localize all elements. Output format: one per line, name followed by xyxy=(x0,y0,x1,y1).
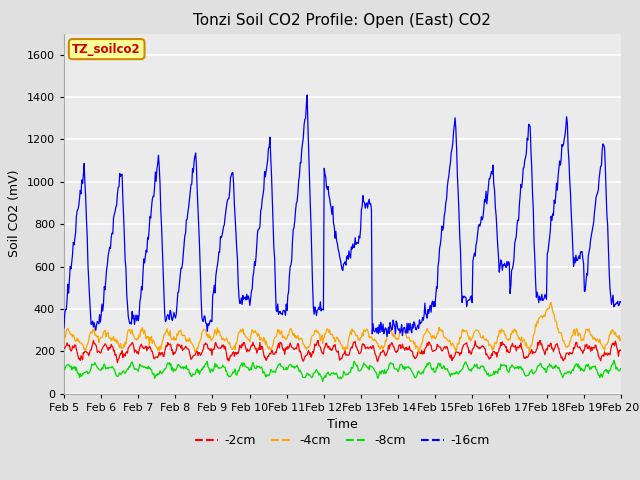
Legend: -2cm, -4cm, -8cm, -16cm: -2cm, -4cm, -8cm, -16cm xyxy=(191,429,494,452)
Text: TZ_soilco2: TZ_soilco2 xyxy=(72,43,141,56)
X-axis label: Time: Time xyxy=(327,418,358,431)
Y-axis label: Soil CO2 (mV): Soil CO2 (mV) xyxy=(8,170,21,257)
Title: Tonzi Soil CO2 Profile: Open (East) CO2: Tonzi Soil CO2 Profile: Open (East) CO2 xyxy=(193,13,492,28)
